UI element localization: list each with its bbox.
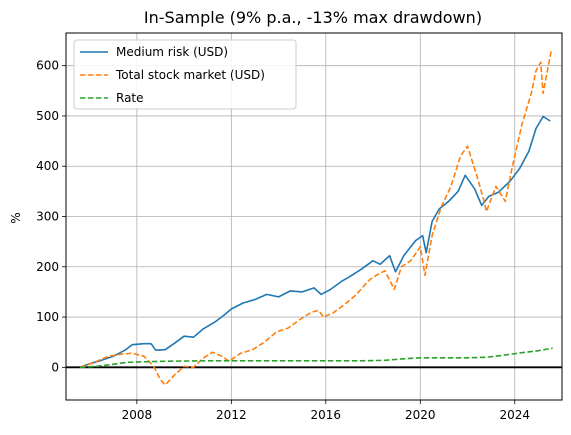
chart-title: In-Sample (9% p.a., -13% max drawdown) bbox=[144, 8, 482, 27]
x-tick-label: 2008 bbox=[122, 408, 153, 422]
series-line-0 bbox=[79, 115, 551, 369]
legend-label-0: Medium risk (USD) bbox=[116, 45, 228, 59]
y-axis-label: % bbox=[9, 212, 23, 223]
legend: Medium risk (USD) Total stock market (USD… bbox=[73, 39, 297, 110]
legend-box bbox=[73, 39, 297, 110]
x-tick-label: 2016 bbox=[311, 408, 342, 422]
x-tick-label: 2024 bbox=[499, 408, 530, 422]
x-axis: 2008 2012 2016 2020 2024 bbox=[122, 400, 530, 422]
y-tick-label: 400 bbox=[36, 159, 59, 173]
y-axis: 0 100 200 300 400 500 600 bbox=[36, 59, 66, 374]
y-tick-label: 100 bbox=[36, 310, 59, 324]
y-tick-label: 300 bbox=[36, 210, 59, 224]
y-tick-label: 0 bbox=[51, 360, 59, 374]
x-tick-label: 2020 bbox=[405, 408, 436, 422]
legend-label-2: Rate bbox=[116, 91, 144, 105]
y-tick-label: 500 bbox=[36, 109, 59, 123]
legend-label-1: Total stock market (USD) bbox=[115, 68, 265, 82]
y-tick-label: 200 bbox=[36, 260, 59, 274]
x-tick-label: 2012 bbox=[216, 408, 247, 422]
y-tick-label: 600 bbox=[36, 59, 59, 73]
series-layer bbox=[79, 49, 553, 386]
series-line-2 bbox=[80, 347, 553, 369]
